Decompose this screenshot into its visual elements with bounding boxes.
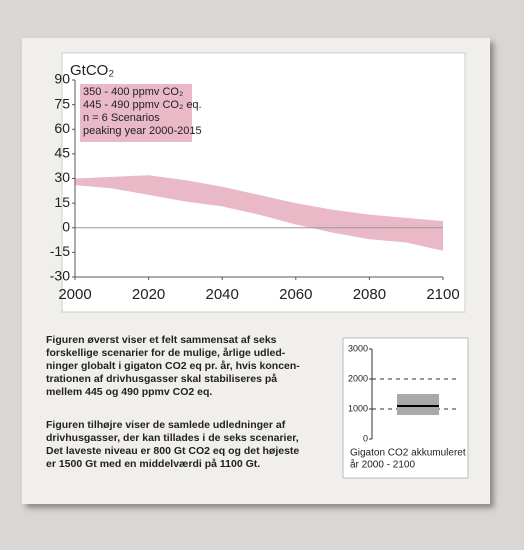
paragraph-line: ninger globalt i gigaton CO2 eq pr. år, … [46,360,300,372]
x-tick-label: 2100 [426,286,459,303]
y-tick-label: 45 [54,145,70,161]
axes [74,80,443,278]
box [397,394,439,415]
paragraph-line: drivhusgasser, der kan tillades i de sek… [46,432,299,444]
y-tick-label: -15 [50,243,70,259]
y-tick-label: -30 [50,268,70,284]
box-label: år 2000 - 2100 [350,459,415,471]
paragraph-line: er 1500 Gt med en middelværdi på 1100 Gt… [46,458,260,470]
y-tick-label: 60 [54,120,70,136]
y-tick-label: 0 [363,433,368,443]
legend-text: peaking year 2000-2015 [83,125,202,137]
y-tick-label: 30 [54,169,70,185]
y-tick-label: 1000 [348,403,368,413]
y-tick-label: 3000 [348,343,368,353]
paragraph-line: Det laveste niveau er 800 Gt CO2 eq og d… [46,445,299,457]
y-axis-title: GtCO₂ [70,62,114,79]
x-tick-label: 2060 [279,286,312,303]
paragraph-line: forskellige scenarier for de mulige, årl… [46,347,286,359]
y-tick-label: 2000 [348,373,368,383]
y-tick-label: 75 [54,95,70,111]
y-tick-label: 0 [62,218,70,234]
legend-box [80,84,192,142]
legend-text: n = 6 Scenarios [83,112,160,124]
x-tick-label: 2020 [132,286,165,303]
paragraph-line: Figuren øverst viser et felt sammensat a… [46,334,277,346]
band-area [75,175,443,251]
paragraph-line: trationen af drivhusgasser skal stabilis… [46,373,277,385]
y-tick-label: 90 [54,71,70,87]
legend-text: 445 - 490 ppmv CO₂ eq. [83,99,202,111]
paragraph-line: mellem 445 og 490 ppmv CO2 eq. [46,386,212,398]
y-tick-label: 15 [54,194,70,210]
legend-text: 350 - 400 ppmv CO₂ [83,86,183,98]
x-tick-label: 2040 [206,286,239,303]
paragraph-line: Figuren tilhøjre viser de samlede udledn… [46,419,286,431]
box-label: Gigaton CO2 akkumuleret [350,448,466,459]
x-tick-label: 2080 [353,286,386,303]
x-tick-label: 2000 [58,286,91,303]
